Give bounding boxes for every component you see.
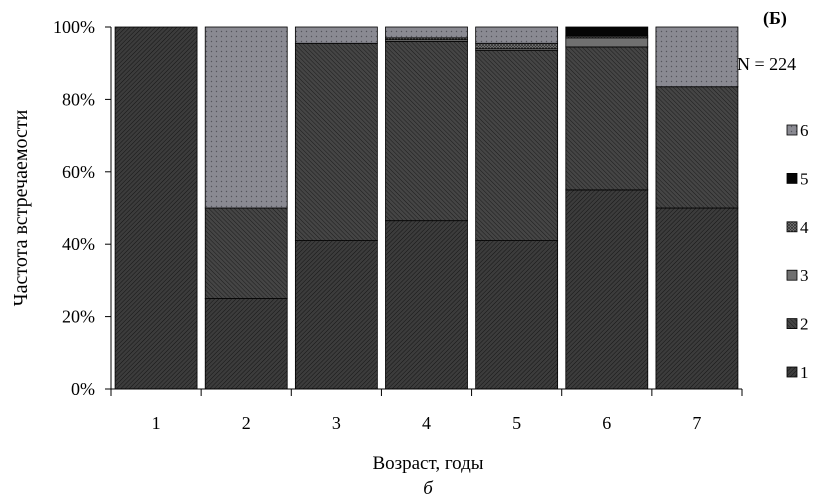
- bar-segment-4-2: [385, 41, 468, 222]
- bar-segment-1-1: [114, 26, 198, 390]
- legend: 6 5 4 3 2 1: [786, 121, 809, 382]
- x-tick-label-5: 5: [512, 413, 521, 433]
- legend-label-3: 3: [800, 266, 809, 285]
- y-tick-label-60: 60%: [62, 162, 95, 182]
- bar-stack-7: [655, 26, 739, 390]
- y-tick-label-100: 100%: [53, 17, 95, 37]
- legend-swatch-6: [786, 124, 798, 136]
- bar-segment-3-1: [294, 240, 378, 390]
- bar-segment-5-6: [475, 26, 559, 44]
- bar-segment-7-2: [655, 86, 739, 209]
- legend-label-6: 6: [800, 121, 809, 140]
- bar-stack-6: [565, 26, 649, 390]
- x-tick-label-7: 7: [692, 413, 701, 433]
- legend-label-4: 4: [800, 218, 809, 237]
- bar-segment-5-2: [475, 50, 559, 241]
- legend-swatch-1: [786, 366, 798, 378]
- bar-segment-3-2: [294, 42, 378, 241]
- legend-item-1: 1: [786, 363, 809, 382]
- x-tick-label-3: 3: [332, 413, 341, 433]
- figure-caption: б: [423, 478, 434, 499]
- x-tick-label-1: 1: [152, 413, 161, 433]
- y-tick-label-80: 80%: [62, 89, 95, 109]
- bar-segment-5-4: [475, 42, 559, 50]
- bar-segment-3-6: [294, 26, 378, 44]
- bar-segment-6-1: [565, 189, 649, 390]
- legend-label-1: 1: [800, 363, 809, 382]
- legend-item-4: 4: [786, 218, 809, 237]
- bar-stack-5: [475, 26, 559, 390]
- legend-swatch-2: [786, 318, 798, 330]
- x-tick-label-4: 4: [422, 413, 431, 433]
- bar-segment-7-6: [655, 26, 739, 88]
- y-tick-label-0: 0%: [71, 379, 95, 399]
- bar-stack-3: [294, 26, 378, 390]
- y-tick-label-40: 40%: [62, 234, 95, 254]
- plot-area: 1 2 3 4 5 6 7 0% 20% 40% 60% 80% 100%: [53, 17, 743, 433]
- legend-swatch-4: [786, 221, 798, 233]
- bar-segment-6-3: [565, 37, 649, 48]
- legend-item-5: 5: [786, 169, 809, 188]
- bar-segment-4-6: [385, 26, 468, 39]
- bar-segment-6-2: [565, 46, 649, 191]
- legend-swatch-5: [786, 172, 798, 184]
- sample-size-label: N = 224: [737, 54, 796, 74]
- bar-segment-5-1: [475, 240, 559, 390]
- bar-segment-7-1: [655, 207, 739, 390]
- bar-segment-4-1: [385, 220, 468, 390]
- bar-stack-1: [114, 26, 198, 390]
- legend-item-3: 3: [786, 266, 809, 285]
- bar-segment-2-6: [204, 26, 288, 209]
- bar-stack-2: [204, 26, 288, 390]
- bar-segment-2-2: [204, 207, 288, 299]
- legend-label-2: 2: [800, 315, 809, 334]
- y-tick-label-20: 20%: [62, 307, 95, 327]
- legend-label-5: 5: [800, 169, 809, 188]
- y-axis-title: Частота встречаемости: [10, 109, 32, 306]
- bar-stack-4: [385, 26, 468, 390]
- legend-swatch-3: [786, 269, 798, 281]
- panel-label: (Б): [763, 8, 787, 29]
- bar-segment-6-5: [565, 26, 649, 37]
- bar-segment-2-1: [204, 298, 288, 390]
- x-tick-label-2: 2: [242, 413, 251, 433]
- legend-item-2: 2: [786, 315, 809, 334]
- x-tick-label-6: 6: [602, 413, 611, 433]
- x-axis-title: Возраст, годы: [372, 453, 483, 474]
- legend-item-6: 6: [786, 121, 809, 140]
